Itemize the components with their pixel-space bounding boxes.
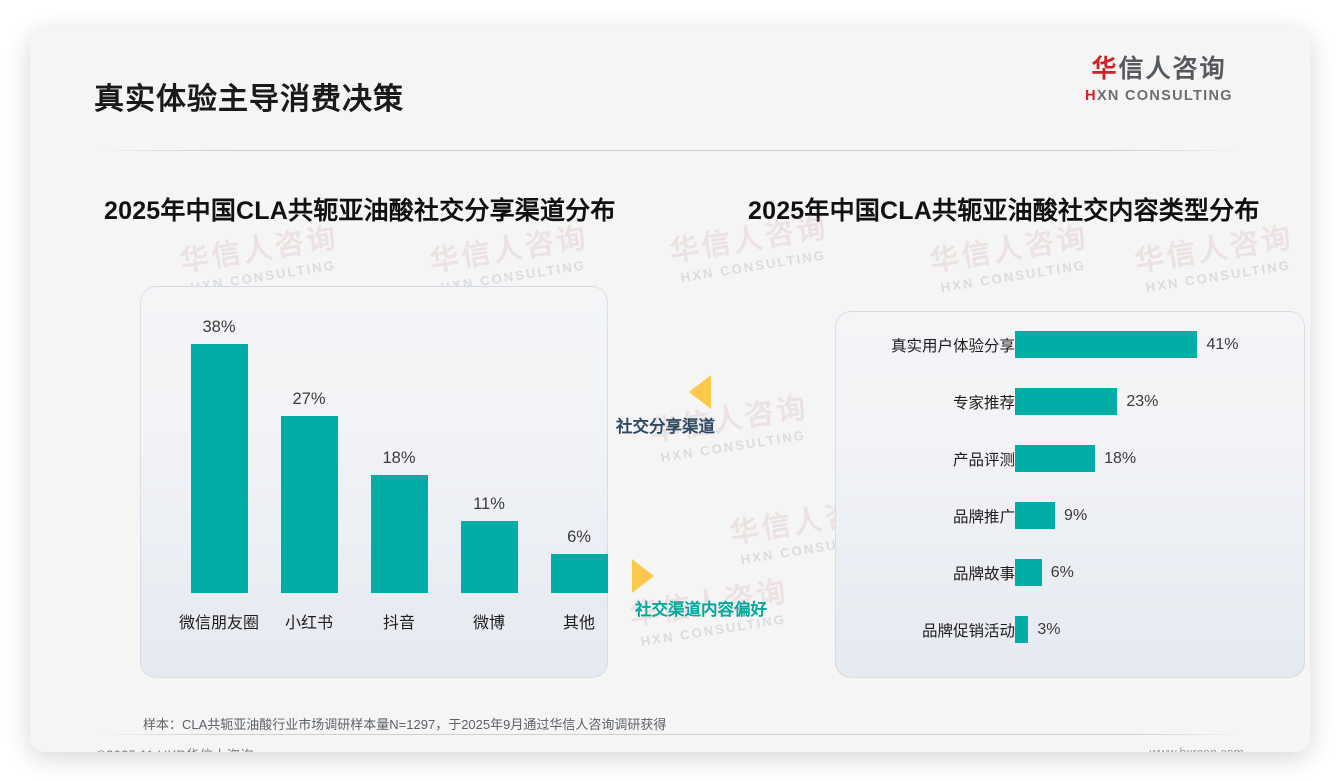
vertical-bar-chart: 38% 微信朋友圈 27% 小红书 18% 抖音 11% 微博 6% 其他: [141, 287, 608, 677]
callout-social-channel: 社交分享渠道: [616, 375, 715, 437]
bar-value-label: 6%: [567, 527, 591, 546]
hbar-value-label: 3%: [1037, 620, 1061, 638]
triangle-right-icon: [632, 559, 654, 593]
hbar-3: [1015, 445, 1096, 472]
hbar-value-label: 18%: [1104, 449, 1137, 467]
brand-logo: 华信人咨询 HXN CONSULTING: [1074, 55, 1244, 104]
bar-3: [370, 475, 428, 593]
sample-footnote: 样本：CLA共轭亚油酸行业市场调研样本量N=1297，于2025年9月通过华信人…: [143, 717, 667, 732]
watermark-english: HXN CONSULTING: [679, 247, 828, 286]
logo-english-rest: XN CONSULTING: [1096, 87, 1233, 104]
hbar-category-label: 真实用户体验分享: [890, 337, 1015, 355]
hbar-row: 品牌故事 6%: [836, 559, 1304, 586]
hbar-row: 品牌推广 9%: [836, 502, 1304, 529]
chart-panel-right: 真实用户体验分享 41% 专家推荐 23% 产品评测 18% 品牌推广 9% 品牌故事 6% 品牌促…: [835, 311, 1305, 678]
hbar-value-label: 6%: [1050, 563, 1074, 581]
bar-value-label: 27%: [292, 390, 326, 409]
footer-divider: [92, 734, 1248, 735]
hbar-value-label: 41%: [1206, 335, 1239, 353]
footer-copyright: ©2025.11 HXR华信人咨询: [96, 744, 254, 752]
bar-category-label: 微博: [472, 615, 505, 632]
hbar-category-label: 产品评测: [952, 451, 1015, 469]
hbar-row: 产品评测 18%: [836, 445, 1304, 472]
hbar-category-label: 专家推荐: [952, 394, 1015, 412]
triangle-left-icon: [689, 375, 711, 409]
hbar-1: [1015, 331, 1198, 358]
hbar-6: [1015, 616, 1029, 643]
logo-chinese: 华信人咨询: [1074, 55, 1244, 84]
bar-2: [280, 416, 338, 593]
hbar-category-label: 品牌故事: [952, 565, 1015, 583]
bar-1: [190, 344, 248, 593]
callout-content-preference-label: 社交渠道内容偏好: [635, 601, 767, 619]
slide-card: 真实体验主导消费决策 华信人咨询 HXN CONSULTING 2025年中国C…: [30, 28, 1310, 752]
bar-value-label: 38%: [202, 318, 236, 337]
hbar-category-label: 品牌促销活动: [921, 622, 1015, 640]
hbar-2: [1015, 388, 1118, 415]
bar-5: [550, 553, 608, 593]
hbar-value-label: 23%: [1126, 392, 1159, 410]
chart-title-right: 2025年中国CLA共轭亚油酸社交内容类型分布: [748, 197, 1260, 225]
hbar-row: 真实用户体验分享 41%: [836, 331, 1304, 358]
logo-chinese-red: 华: [1091, 55, 1119, 83]
bar-value-label: 18%: [382, 449, 416, 468]
horizontal-bar-chart: 真实用户体验分享 41% 专家推荐 23% 产品评测 18% 品牌推广 9% 品牌故事 6% 品牌促…: [836, 312, 1304, 677]
bar-value-label: 11%: [473, 494, 505, 513]
hbar-4: [1015, 502, 1056, 529]
bar-category-label: 小红书: [284, 615, 333, 632]
bar-category-label: 抖音: [382, 615, 415, 632]
page-title: 真实体验主导消费决策: [94, 83, 404, 116]
hbar-row: 专家推荐 23%: [836, 388, 1304, 415]
slide-header: 真实体验主导消费决策 华信人咨询 HXN CONSULTING: [30, 28, 1310, 132]
logo-english-red: H: [1085, 87, 1097, 104]
footer-website: www.hxrcon.com: [1150, 746, 1244, 752]
bar-4: [460, 520, 518, 593]
watermark-english: HXN CONSULTING: [939, 257, 1088, 296]
logo-english: HXN CONSULTING: [1074, 88, 1244, 104]
bar-category-label: 其他: [562, 615, 595, 632]
hbar-value-label: 9%: [1064, 506, 1088, 524]
hbar-category-label: 品牌推广: [952, 508, 1015, 526]
watermark-english: HXN CONSULTING: [1144, 257, 1293, 296]
callout-content-preference: 社交渠道内容偏好: [632, 559, 767, 620]
logo-chinese-rest: 信人咨询: [1118, 55, 1227, 83]
hbar-5: [1015, 559, 1042, 586]
hbar-row: 品牌促销活动 3%: [836, 616, 1304, 643]
bar-category-label: 微信朋友圈: [178, 615, 259, 632]
chart-panel-left: 38% 微信朋友圈 27% 小红书 18% 抖音 11% 微博 6% 其他: [140, 286, 608, 678]
chart-title-left: 2025年中国CLA共轭亚油酸社交分享渠道分布: [104, 197, 616, 225]
header-divider: [92, 150, 1248, 151]
callout-social-channel-label: 社交分享渠道: [616, 418, 715, 436]
